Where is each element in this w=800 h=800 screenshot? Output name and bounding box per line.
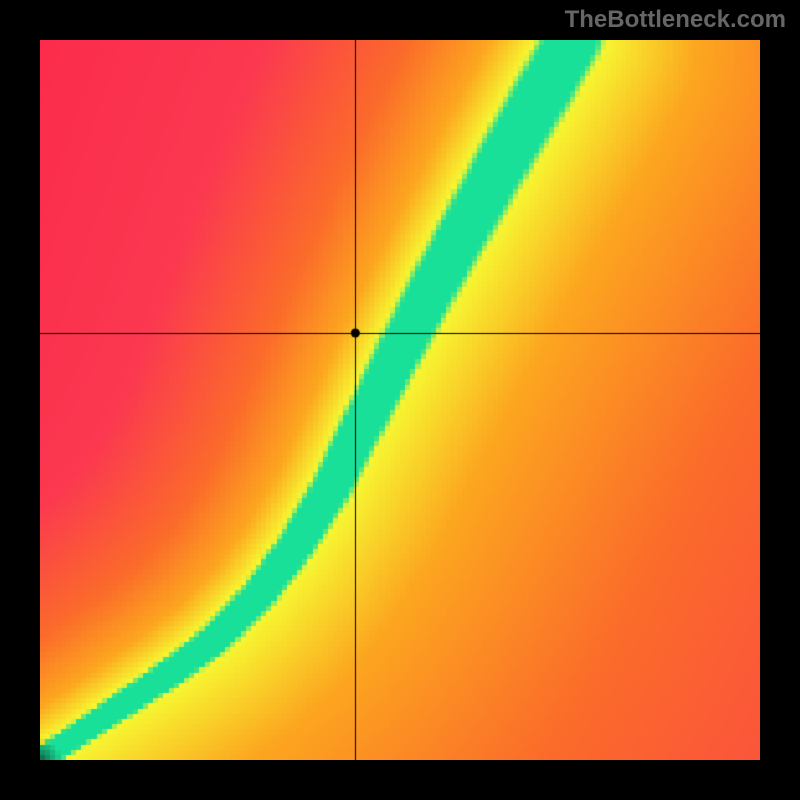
bottleneck-heatmap bbox=[40, 40, 760, 760]
chart-container: TheBottleneck.com bbox=[0, 0, 800, 800]
watermark-text: TheBottleneck.com bbox=[565, 6, 786, 34]
